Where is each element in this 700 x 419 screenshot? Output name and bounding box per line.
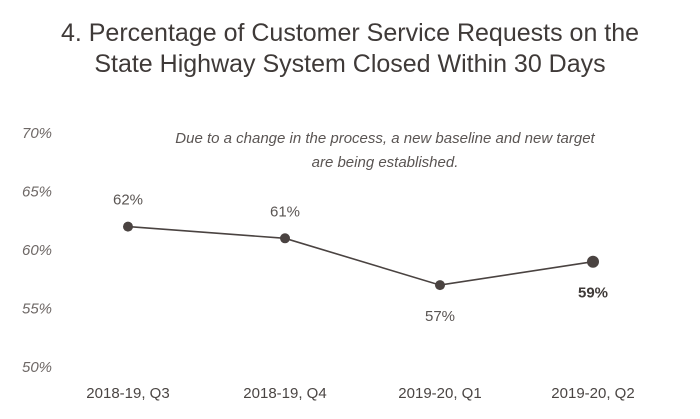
annotation-line-2: are being established.	[312, 154, 459, 171]
data-point	[123, 221, 133, 232]
data-label: 57%	[425, 308, 455, 325]
chart-annotation: Due to a change in the process, a new ba…	[175, 130, 595, 171]
annotation-line-1: Due to a change in the process, a new ba…	[175, 130, 595, 147]
y-axis: 70% 65% 60% 55% 50%	[22, 125, 52, 376]
x-tick-label: 2019-20, Q2	[551, 385, 634, 402]
y-tick-label: 50%	[22, 359, 52, 376]
data-point	[280, 233, 290, 244]
chart-title: 4. Percentage of Customer Service Reques…	[0, 18, 700, 80]
data-label: 61%	[270, 203, 300, 220]
x-axis: 2018-19, Q3 2018-19, Q4 2019-20, Q1 2019-20…	[86, 385, 634, 402]
data-label: 59%	[578, 285, 608, 302]
data-point	[587, 255, 599, 268]
x-tick-label: 2018-19, Q4	[243, 385, 326, 402]
series-line: 62% 61% 57% 59%	[113, 192, 608, 326]
x-tick-label: 2019-20, Q1	[398, 385, 481, 402]
chart-title-line-1: 4. Percentage of Customer Service Reques…	[60, 19, 640, 47]
data-label: 62%	[113, 192, 143, 209]
y-tick-label: 70%	[22, 125, 52, 142]
y-tick-label: 55%	[22, 301, 52, 318]
series-polyline	[127, 225, 594, 286]
data-point	[435, 280, 445, 291]
y-tick-label: 65%	[22, 184, 52, 201]
y-tick-label: 60%	[22, 242, 52, 259]
chart-title-line-2: State Highway System Closed Within 30 Da…	[94, 50, 606, 78]
x-tick-label: 2018-19, Q3	[86, 385, 169, 402]
